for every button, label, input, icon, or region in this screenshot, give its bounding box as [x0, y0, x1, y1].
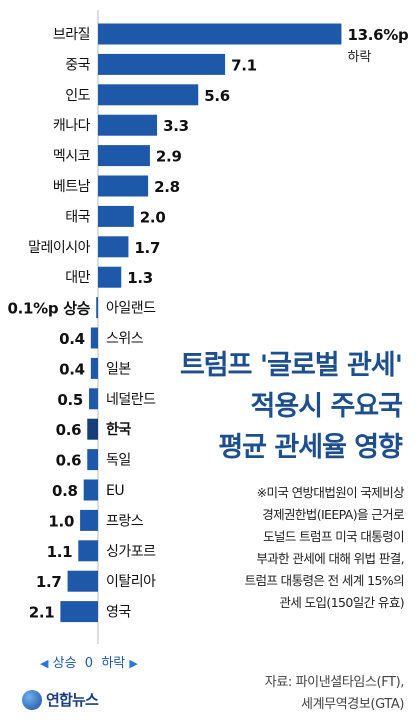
logo-globe-icon — [22, 689, 42, 710]
bar-7 — [98, 205, 134, 227]
category-label-9: 대만 — [65, 270, 90, 286]
bar-12 — [90, 357, 98, 379]
category-label-12: 일본 — [106, 361, 131, 377]
value-label-7: 2.0 — [140, 208, 166, 226]
category-label-3: 인도 — [65, 88, 90, 104]
bar-9 — [98, 266, 122, 288]
bar-3 — [98, 84, 199, 106]
category-label-13: 네덜란드 — [106, 392, 156, 408]
legend-zero-label: 0 — [84, 656, 94, 671]
value-label-9: 1.3 — [127, 269, 153, 287]
bar-8 — [98, 236, 129, 258]
bar-15 — [87, 449, 98, 471]
category-label-6: 베트남 — [53, 179, 91, 195]
value-label-6: 2.8 — [154, 178, 180, 196]
right-triangle-icon: ▶ — [129, 657, 138, 670]
value-label-8: 1.7 — [134, 239, 160, 257]
bar-18 — [78, 540, 98, 562]
value-label-17: 1.0 — [48, 512, 74, 530]
value-label-14: 0.6 — [56, 421, 82, 439]
value-label-16: 0.8 — [52, 482, 78, 500]
category-label-1: 브라질 — [53, 27, 90, 43]
value-label-1: 13.6%p — [347, 26, 409, 44]
category-label-18: 싱가포르 — [106, 544, 156, 560]
value-label-5: 2.9 — [156, 148, 182, 166]
note-line-3: 도널드 트럼프 미국 대통령이 — [263, 529, 405, 544]
category-label-16: EU — [106, 483, 124, 499]
note-line-2: 경제권한법(IEEPA)을 근거로 — [262, 507, 404, 522]
source-line-2: 세계무역경보(GTA) — [301, 697, 404, 712]
value-label-4: 3.3 — [163, 117, 189, 135]
value-suffix-label: 하락 — [347, 50, 371, 65]
bar-20 — [60, 601, 98, 623]
title-line-2: 적용시 주요국 — [250, 391, 403, 422]
bar-2 — [98, 53, 226, 75]
value-label-11: 0.4 — [59, 330, 85, 348]
note-line-1: ※미국 연방대법원이 국제비상 — [256, 485, 405, 500]
logo-text: 연합뉴스 — [46, 691, 99, 709]
bar-11 — [90, 327, 98, 349]
category-label-7: 태국 — [65, 209, 90, 225]
category-label-20: 영국 — [106, 605, 131, 621]
category-label-17: 프랑스 — [106, 513, 144, 529]
value-label-12: 0.4 — [59, 360, 85, 378]
bar-6 — [98, 175, 149, 197]
category-label-14: 한국 — [106, 422, 131, 438]
value-label-18: 1.1 — [47, 543, 73, 561]
bar-1 — [98, 23, 342, 45]
category-label-11: 스위스 — [106, 331, 144, 347]
category-label-5: 멕시코 — [53, 149, 91, 165]
title-line-3: 평균 관세율 영향 — [218, 432, 403, 463]
category-label-19: 이탈리아 — [106, 574, 156, 590]
footnote: ※미국 연방대법원이 국제비상 경제권한법(IEEPA)을 근거로 도널드 트럼… — [196, 482, 405, 614]
chart-title: 트럼프 '글로벌 관세' 적용시 주요국 평균 관세율 영향 — [142, 345, 403, 468]
yonhap-logo: 연합뉴스 — [22, 689, 99, 710]
category-label-15: 독일 — [106, 453, 131, 469]
legend-right-label: 하락 — [101, 656, 126, 671]
legend-left-label: 상승 — [52, 656, 77, 671]
title-line-1: 트럼프 '글로벌 관세' — [179, 350, 403, 381]
value-label-13: 0.5 — [57, 391, 83, 409]
value-label-15: 0.6 — [56, 452, 82, 470]
category-label-4: 캐나다 — [53, 118, 91, 134]
left-triangle-icon: ◀ — [40, 657, 49, 670]
bar-10 — [96, 297, 98, 319]
value-label-2: 7.1 — [231, 56, 257, 74]
source-credit: 자료: 파이낸셜타임스(FT), 세계무역경보(GTA) — [204, 672, 405, 716]
value-label-3: 5.6 — [204, 87, 230, 105]
value-label-20: 2.1 — [29, 604, 55, 622]
note-line-4: 부과한 관세에 대해 위법 판결, — [256, 551, 404, 566]
category-label-10: 아일랜드 — [106, 301, 156, 317]
bar-4 — [98, 114, 158, 136]
bar-17 — [80, 509, 98, 531]
note-line-6: 관세 도입(150일간 유효) — [279, 595, 404, 610]
direction-legend: ◀ 상승 0 하락 ▶ — [40, 652, 138, 671]
bar-5 — [98, 145, 150, 167]
bar-14 — [87, 418, 98, 440]
value-label-19: 1.7 — [36, 573, 62, 591]
bar-13 — [89, 388, 98, 410]
value-label-10: 0.1%p 상승 — [7, 300, 90, 318]
note-line-5: 트럼프 대통령은 전 세계 15%의 — [244, 573, 405, 588]
category-label-2: 중국 — [65, 57, 90, 73]
category-label-8: 말레이시아 — [28, 240, 91, 256]
bar-19 — [67, 570, 98, 592]
bar-16 — [83, 479, 98, 501]
source-line-1: 자료: 파이낸셜타임스(FT), — [264, 675, 405, 690]
